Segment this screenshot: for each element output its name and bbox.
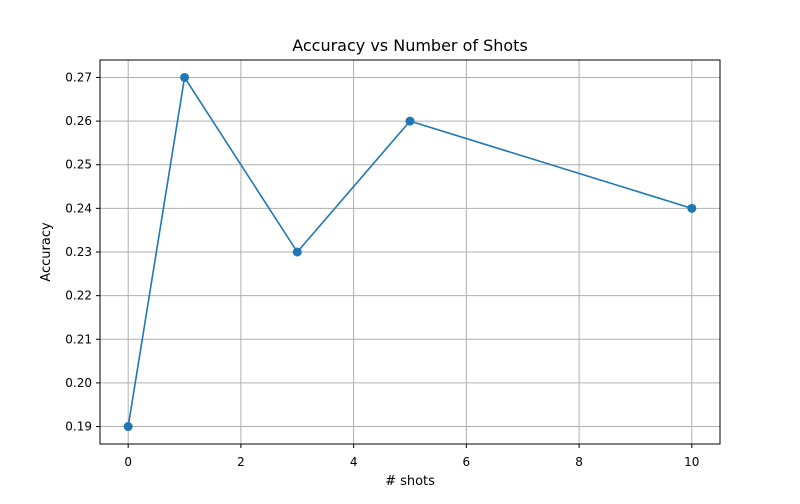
y-axis-label: Accuracy [39,222,54,282]
x-axis-label: # shots [385,474,435,489]
x-tick-label: 6 [463,455,471,469]
x-tick-label: 10 [684,455,699,469]
y-tick-label: 0.25 [65,158,92,172]
data-point [180,72,190,82]
data-point [687,203,697,213]
x-tick-label: 2 [237,455,245,469]
y-tick-label: 0.21 [65,332,92,346]
x-tick-label: 4 [350,455,358,469]
x-axis-ticks: 0 2 4 6 8 10 [124,444,699,469]
series-group [123,72,697,432]
data-point [405,116,415,126]
y-tick-label: 0.24 [65,201,92,215]
y-tick-label: 0.26 [65,114,92,128]
x-tick-label: 8 [575,455,583,469]
x-tick-label: 0 [124,455,132,469]
data-point [123,422,133,432]
y-tick-label: 0.27 [65,70,92,84]
data-point [292,247,302,257]
chart-title: Accuracy vs Number of Shots [292,36,528,55]
y-tick-label: 0.20 [65,376,92,390]
y-tick-label: 0.22 [65,289,92,303]
y-axis-ticks: 0.19 0.20 0.21 0.22 0.23 0.24 0.25 0.26 0.27 [65,70,100,434]
y-tick-label: 0.23 [65,245,92,259]
y-tick-label: 0.19 [65,420,92,434]
